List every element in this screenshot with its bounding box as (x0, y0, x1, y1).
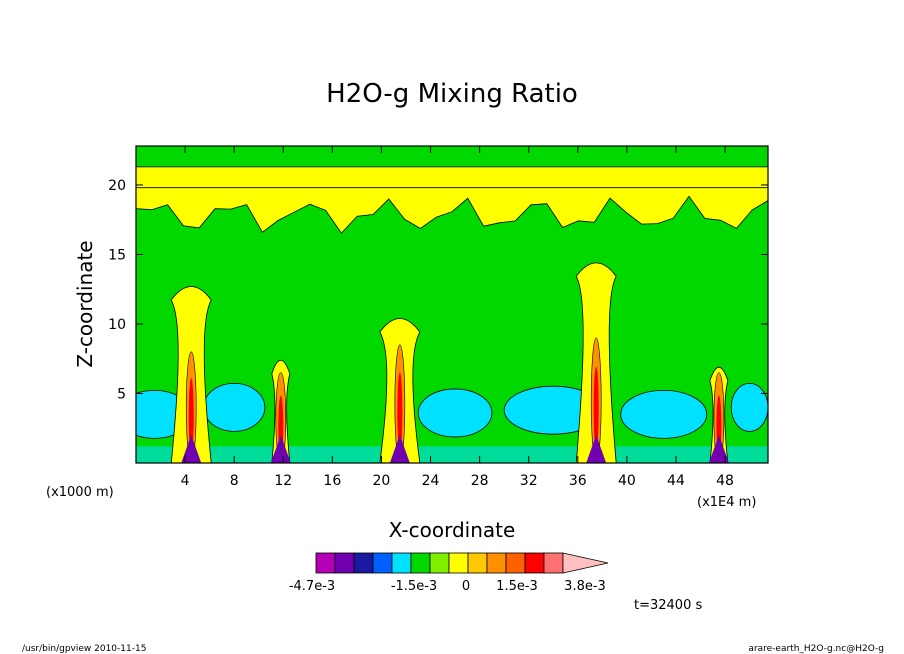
plot-area (136, 146, 768, 463)
x-tick-label: 48 (716, 473, 734, 489)
x-ticks: 4 8 12 16 20 24 28 32 36 40 44 48 (181, 146, 734, 489)
plume-core-inner (397, 372, 403, 452)
plume-base (708, 435, 729, 463)
x-tick-label: 8 (230, 473, 239, 489)
plume-base (389, 435, 410, 463)
plot-frame (135, 145, 769, 464)
cyan-pocket (620, 389, 708, 439)
colorbar-swatch (486, 552, 507, 574)
surface-layer (136, 446, 768, 463)
x-tick-label: 32 (520, 473, 538, 489)
colorbar-swatch (410, 552, 431, 574)
x-tick-label: 20 (373, 473, 391, 489)
colorbar-swatch (315, 552, 336, 574)
footer-right: arare-earth_H2O-g.nc@H2O-g (748, 644, 884, 654)
time-label: t=32400 s (634, 598, 702, 613)
x-tick-label: 28 (471, 473, 489, 489)
x-tick-label: 4 (181, 473, 190, 489)
colorbar-label: 1.5e-3 (496, 579, 538, 594)
cyan-pocket (203, 382, 266, 432)
x-tick-label: 40 (618, 473, 636, 489)
x-tick-label: 36 (569, 473, 587, 489)
y-axis-label: Z-coordinate (73, 240, 97, 367)
colorbar-swatch (353, 552, 374, 574)
x-unit-right: (x1E4 m) (697, 495, 756, 510)
cyan-pocket (417, 388, 493, 438)
colorbar-labels: -4.7e-3 -1.5e-3 0 1.5e-3 3.8e-3 (289, 579, 606, 594)
colorbar-swatch (391, 552, 412, 574)
y-tick-label: 15 (108, 247, 126, 263)
x-unit-left: (x1000 m) (46, 485, 114, 500)
colorbar-label: -1.5e-3 (391, 579, 437, 594)
colorbar-swatch (429, 552, 450, 574)
x-tick-label: 16 (323, 473, 341, 489)
y-tick-label: 20 (108, 178, 126, 194)
colorbar (315, 552, 609, 574)
y-tick-label: 10 (108, 317, 126, 333)
plume-core-inner (188, 378, 194, 453)
colorbar-label: -4.7e-3 (289, 579, 335, 594)
cyan-pocket (730, 382, 768, 432)
plume-base (270, 435, 291, 463)
y-ticks: 5 10 15 20 (108, 178, 768, 402)
colorbar-extend-arrow (562, 552, 609, 574)
y-tick-label: 5 (117, 386, 126, 402)
x-tick-label: 24 (422, 473, 440, 489)
chart-title: H2O-g Mixing Ratio (326, 79, 578, 109)
colorbar-swatch (543, 552, 564, 574)
colorbar-swatch (334, 552, 355, 574)
plume-core-inner (593, 366, 599, 451)
colorbar-swatch (505, 552, 526, 574)
colorbar-swatch (448, 552, 469, 574)
colorbar-swatch (372, 552, 393, 574)
plume-base (586, 435, 607, 463)
x-axis-label: X-coordinate (389, 518, 516, 542)
colorbar-swatch (467, 552, 488, 574)
x-tick-label: 12 (274, 473, 292, 489)
colorbar-label: 0 (462, 579, 470, 594)
footer-left: /usr/bin/gpview 2010-11-15 (22, 644, 146, 654)
upper-moist-band (136, 166, 768, 234)
plume-base (181, 435, 202, 463)
colorbar-label: 3.8e-3 (564, 579, 606, 594)
x-tick-label: 44 (667, 473, 685, 489)
colorbar-swatch (524, 552, 545, 574)
